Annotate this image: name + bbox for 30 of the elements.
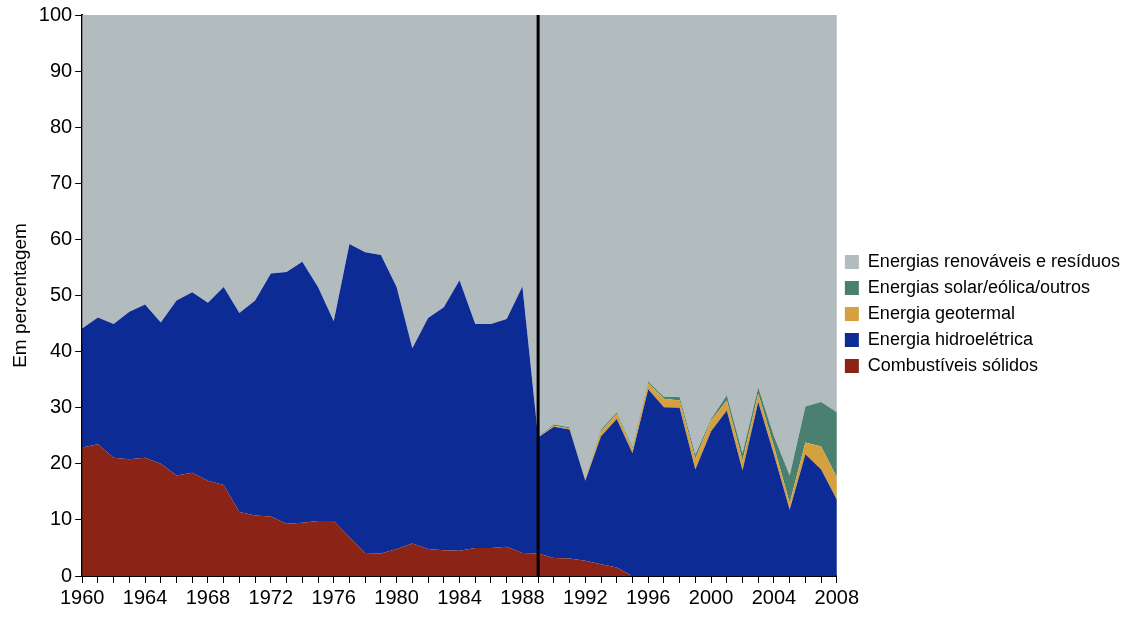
y-tick-label: 20	[49, 451, 73, 474]
y-tick-label: 90	[49, 58, 73, 81]
x-tick-label: 2000	[688, 585, 734, 608]
x-tick-label: 1992	[563, 585, 608, 608]
x-tick-label: 1976	[311, 585, 356, 608]
x-tick-label: 1988	[500, 585, 545, 608]
y-tick-label: 0	[61, 563, 73, 586]
y-tick-label: 100	[38, 2, 73, 25]
x-tick-label: 1972	[248, 585, 294, 608]
legend-label: Energia geotermal	[867, 302, 1015, 323]
x-tick-label: 2008	[814, 585, 860, 608]
x-tick-label: 2004	[751, 585, 797, 608]
y-tick-label: 50	[49, 283, 73, 306]
y-axis-title: Em percentagem	[8, 223, 30, 368]
y-tick-label: 80	[49, 114, 73, 137]
y-tick-label: 40	[49, 339, 73, 362]
legend-label: Energias renováveis e resíduos	[867, 250, 1120, 271]
legend-label: Combustíveis sólidos	[867, 354, 1038, 375]
y-tick-label: 70	[49, 170, 73, 193]
x-tick-label: 1960	[59, 585, 105, 608]
x-tick-label: 1968	[185, 585, 231, 608]
x-tick-label: 1996	[625, 585, 671, 608]
x-tick-label: 1980	[374, 585, 419, 608]
y-tick-label: 60	[49, 226, 73, 249]
y-tick-label: 30	[49, 395, 73, 418]
x-tick-label: 1964	[122, 585, 168, 608]
legend-label: Energia hidroelétrica	[867, 328, 1034, 349]
legend-label: Energias solar/eólica/outros	[867, 276, 1090, 297]
x-tick-label: 1984	[437, 585, 482, 608]
y-tick-label: 10	[49, 507, 73, 530]
